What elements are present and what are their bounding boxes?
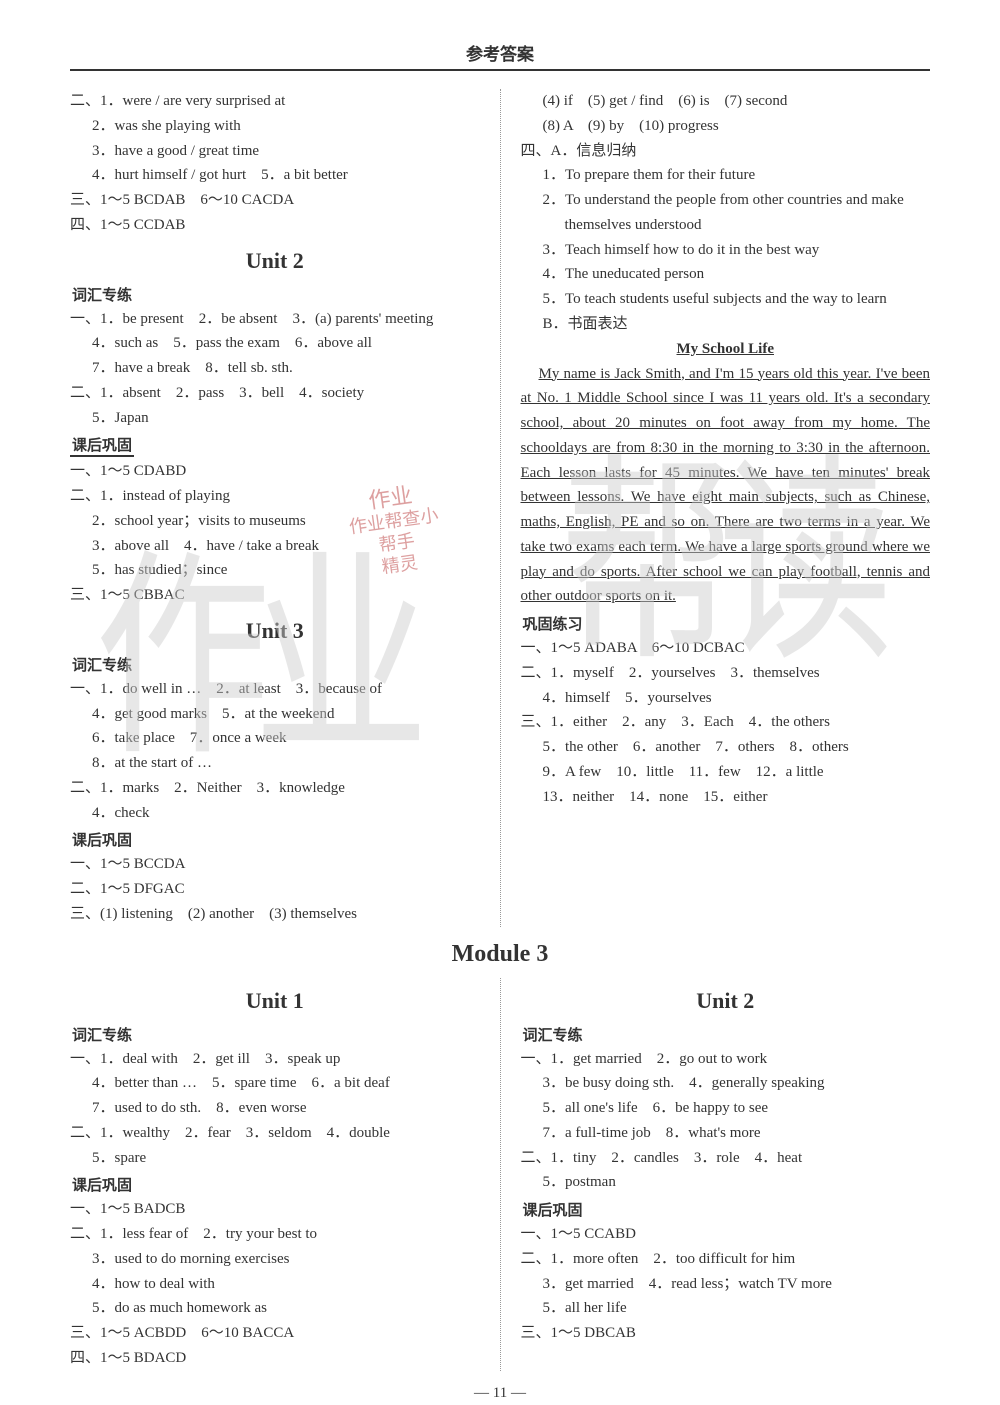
answer-line: 4．better than … 5．spare time 6．a bit dea… — [70, 1071, 480, 1096]
answer-line: 一、1．get married 2．go out to work — [521, 1047, 931, 1072]
answer-line: 9．A few 10．little 11．few 12．a little — [521, 760, 931, 785]
answer-line: 5．spare — [70, 1146, 480, 1171]
section-label: 词汇专练 — [70, 654, 134, 675]
answer-line: 三、1～5 CBBAC — [70, 583, 480, 608]
answer-line: 4．how to deal with — [70, 1272, 480, 1297]
section-label: 课后巩固 — [70, 1174, 134, 1195]
answer-line: 4．get good marks 5．at the weekend — [70, 702, 480, 727]
left-column-lower: Unit 1 词汇专练 一、1．deal with 2．get ill 3．sp… — [70, 978, 480, 1371]
answer-line: 7．used to do sth. 8．even worse — [70, 1096, 480, 1121]
answer-line: 二、1．wealthy 2．fear 3．seldom 4．double — [70, 1121, 480, 1146]
answer-line: B．书面表达 — [521, 312, 931, 337]
answer-line: 6．take place 7．once a week — [70, 726, 480, 751]
answer-line: 13．neither 14．none 15．either — [521, 785, 931, 810]
answer-line: 3．Teach himself how to do it in the best… — [521, 238, 931, 263]
answer-line: 一、1～5 BADCB — [70, 1197, 480, 1222]
answer-line: 3．get married 4．read less；watch TV more — [521, 1272, 931, 1297]
answer-line: 三、1～5 DBCAB — [521, 1321, 931, 1346]
unit-heading: Unit 2 — [70, 248, 480, 274]
answer-line: 一、1～5 BCCDA — [70, 852, 480, 877]
answer-line: 7．have a break 8．tell sb. sth. — [70, 356, 480, 381]
answer-line: 3．have a good / great time — [70, 139, 480, 164]
section-label: 课后巩固 — [70, 829, 134, 850]
right-column-lower: Unit 2 词汇专练 一、1．get married 2．go out to … — [521, 978, 931, 1371]
essay-text: My name is Jack Smith, and I'm 15 years … — [521, 366, 931, 605]
column-divider — [500, 978, 501, 1371]
right-column: (4) if (5) get / find (6) is (7) second … — [521, 89, 931, 927]
essay-title: My School Life — [521, 341, 931, 358]
answer-line: 四、1～5 BDACD — [70, 1346, 480, 1371]
answer-line: 三、1～5 ACBDD 6～10 BACCA — [70, 1321, 480, 1346]
answer-line: 三、1．either 2．any 3．Each 4．the others — [521, 710, 931, 735]
answer-line: 7．a full-time job 8．what's more — [521, 1121, 931, 1146]
answer-line: 三、(1) listening (2) another (3) themselv… — [70, 902, 480, 927]
answer-line: 四、A．信息归纳 — [521, 139, 931, 164]
page-number: — 11 — — [70, 1385, 930, 1402]
module-heading: Module 3 — [70, 941, 930, 968]
upper-columns: 二、1．were / are very surprised at 2．was s… — [70, 89, 930, 927]
unit-heading: Unit 1 — [70, 988, 480, 1014]
answer-line: 5．do as much homework as — [70, 1296, 480, 1321]
answer-line: 二、1．more often 2．too difficult for him — [521, 1247, 931, 1272]
answer-line: 一、1．be present 2．be absent 3．(a) parents… — [70, 307, 480, 332]
answer-line: 一、1．do well in … 2．at least 3．because of — [70, 677, 480, 702]
answer-line: (8) A (9) by (10) progress — [521, 114, 931, 139]
section-label: 词汇专练 — [70, 284, 134, 305]
answer-line: 5．postman — [521, 1170, 931, 1195]
answer-line: 一、1．deal with 2．get ill 3．speak up — [70, 1047, 480, 1072]
page-title: 参考答案 — [70, 40, 930, 65]
answer-line: 4．check — [70, 801, 480, 826]
answer-line: 一、1～5 ADABA 6～10 DCBAC — [521, 636, 931, 661]
lower-columns: Unit 1 词汇专练 一、1．deal with 2．get ill 3．sp… — [70, 978, 930, 1371]
answer-line: 5．all her life — [521, 1296, 931, 1321]
answer-line: 4．himself 5．yourselves — [521, 686, 931, 711]
section-label: 巩固练习 — [521, 613, 585, 634]
answer-line: 5．all one's life 6．be happy to see — [521, 1096, 931, 1121]
essay-body: My name is Jack Smith, and I'm 15 years … — [521, 362, 931, 610]
unit-heading: Unit 2 — [521, 988, 931, 1014]
answer-line: 3．used to do morning exercises — [70, 1247, 480, 1272]
answer-line: 二、1．marks 2．Neither 3．knowledge — [70, 776, 480, 801]
answer-line: 二、1．absent 2．pass 3．bell 4．society — [70, 381, 480, 406]
answer-line: 二、1．myself 2．yourselves 3．themselves — [521, 661, 931, 686]
answer-line: 3．be busy doing sth. 4．generally speakin… — [521, 1071, 931, 1096]
answer-line: (4) if (5) get / find (6) is (7) second — [521, 89, 931, 114]
answer-line: 二、1．tiny 2．candles 3．role 4．heat — [521, 1146, 931, 1171]
answer-line: 4．hurt himself / got hurt 5．a bit better — [70, 163, 480, 188]
answer-line: 5．Japan — [70, 406, 480, 431]
answer-line: 二、1～5 DFGAC — [70, 877, 480, 902]
section-label: 词汇专练 — [70, 1024, 134, 1045]
answer-line: 二、1．were / are very surprised at — [70, 89, 480, 114]
answer-line: 1．To prepare them for their future — [521, 163, 931, 188]
answer-line: 2．was she playing with — [70, 114, 480, 139]
answer-line: 4．such as 5．pass the exam 6．above all — [70, 331, 480, 356]
column-divider — [500, 89, 501, 927]
answer-line: 4．The uneducated person — [521, 262, 931, 287]
answer-line: 8．at the start of … — [70, 751, 480, 776]
section-label: 课后巩固 — [70, 434, 134, 457]
stamp-overlay: 作业 作业帮查小帮手 精灵 — [344, 479, 446, 582]
answer-line: 一、1～5 CCABD — [521, 1222, 931, 1247]
answer-line: 5．the other 6．another 7．others 8．others — [521, 735, 931, 760]
unit-heading: Unit 3 — [70, 618, 480, 644]
answer-line: 2．To understand the people from other co… — [521, 188, 931, 238]
answer-line: 二、1．less fear of 2．try your best to — [70, 1222, 480, 1247]
answer-line: 5．To teach students useful subjects and … — [521, 287, 931, 312]
answer-line: 四、1～5 CCDAB — [70, 213, 480, 238]
answer-line: 三、1～5 BCDAB 6～10 CACDA — [70, 188, 480, 213]
section-label: 课后巩固 — [521, 1199, 585, 1220]
title-rule — [70, 69, 930, 71]
section-label: 词汇专练 — [521, 1024, 585, 1045]
